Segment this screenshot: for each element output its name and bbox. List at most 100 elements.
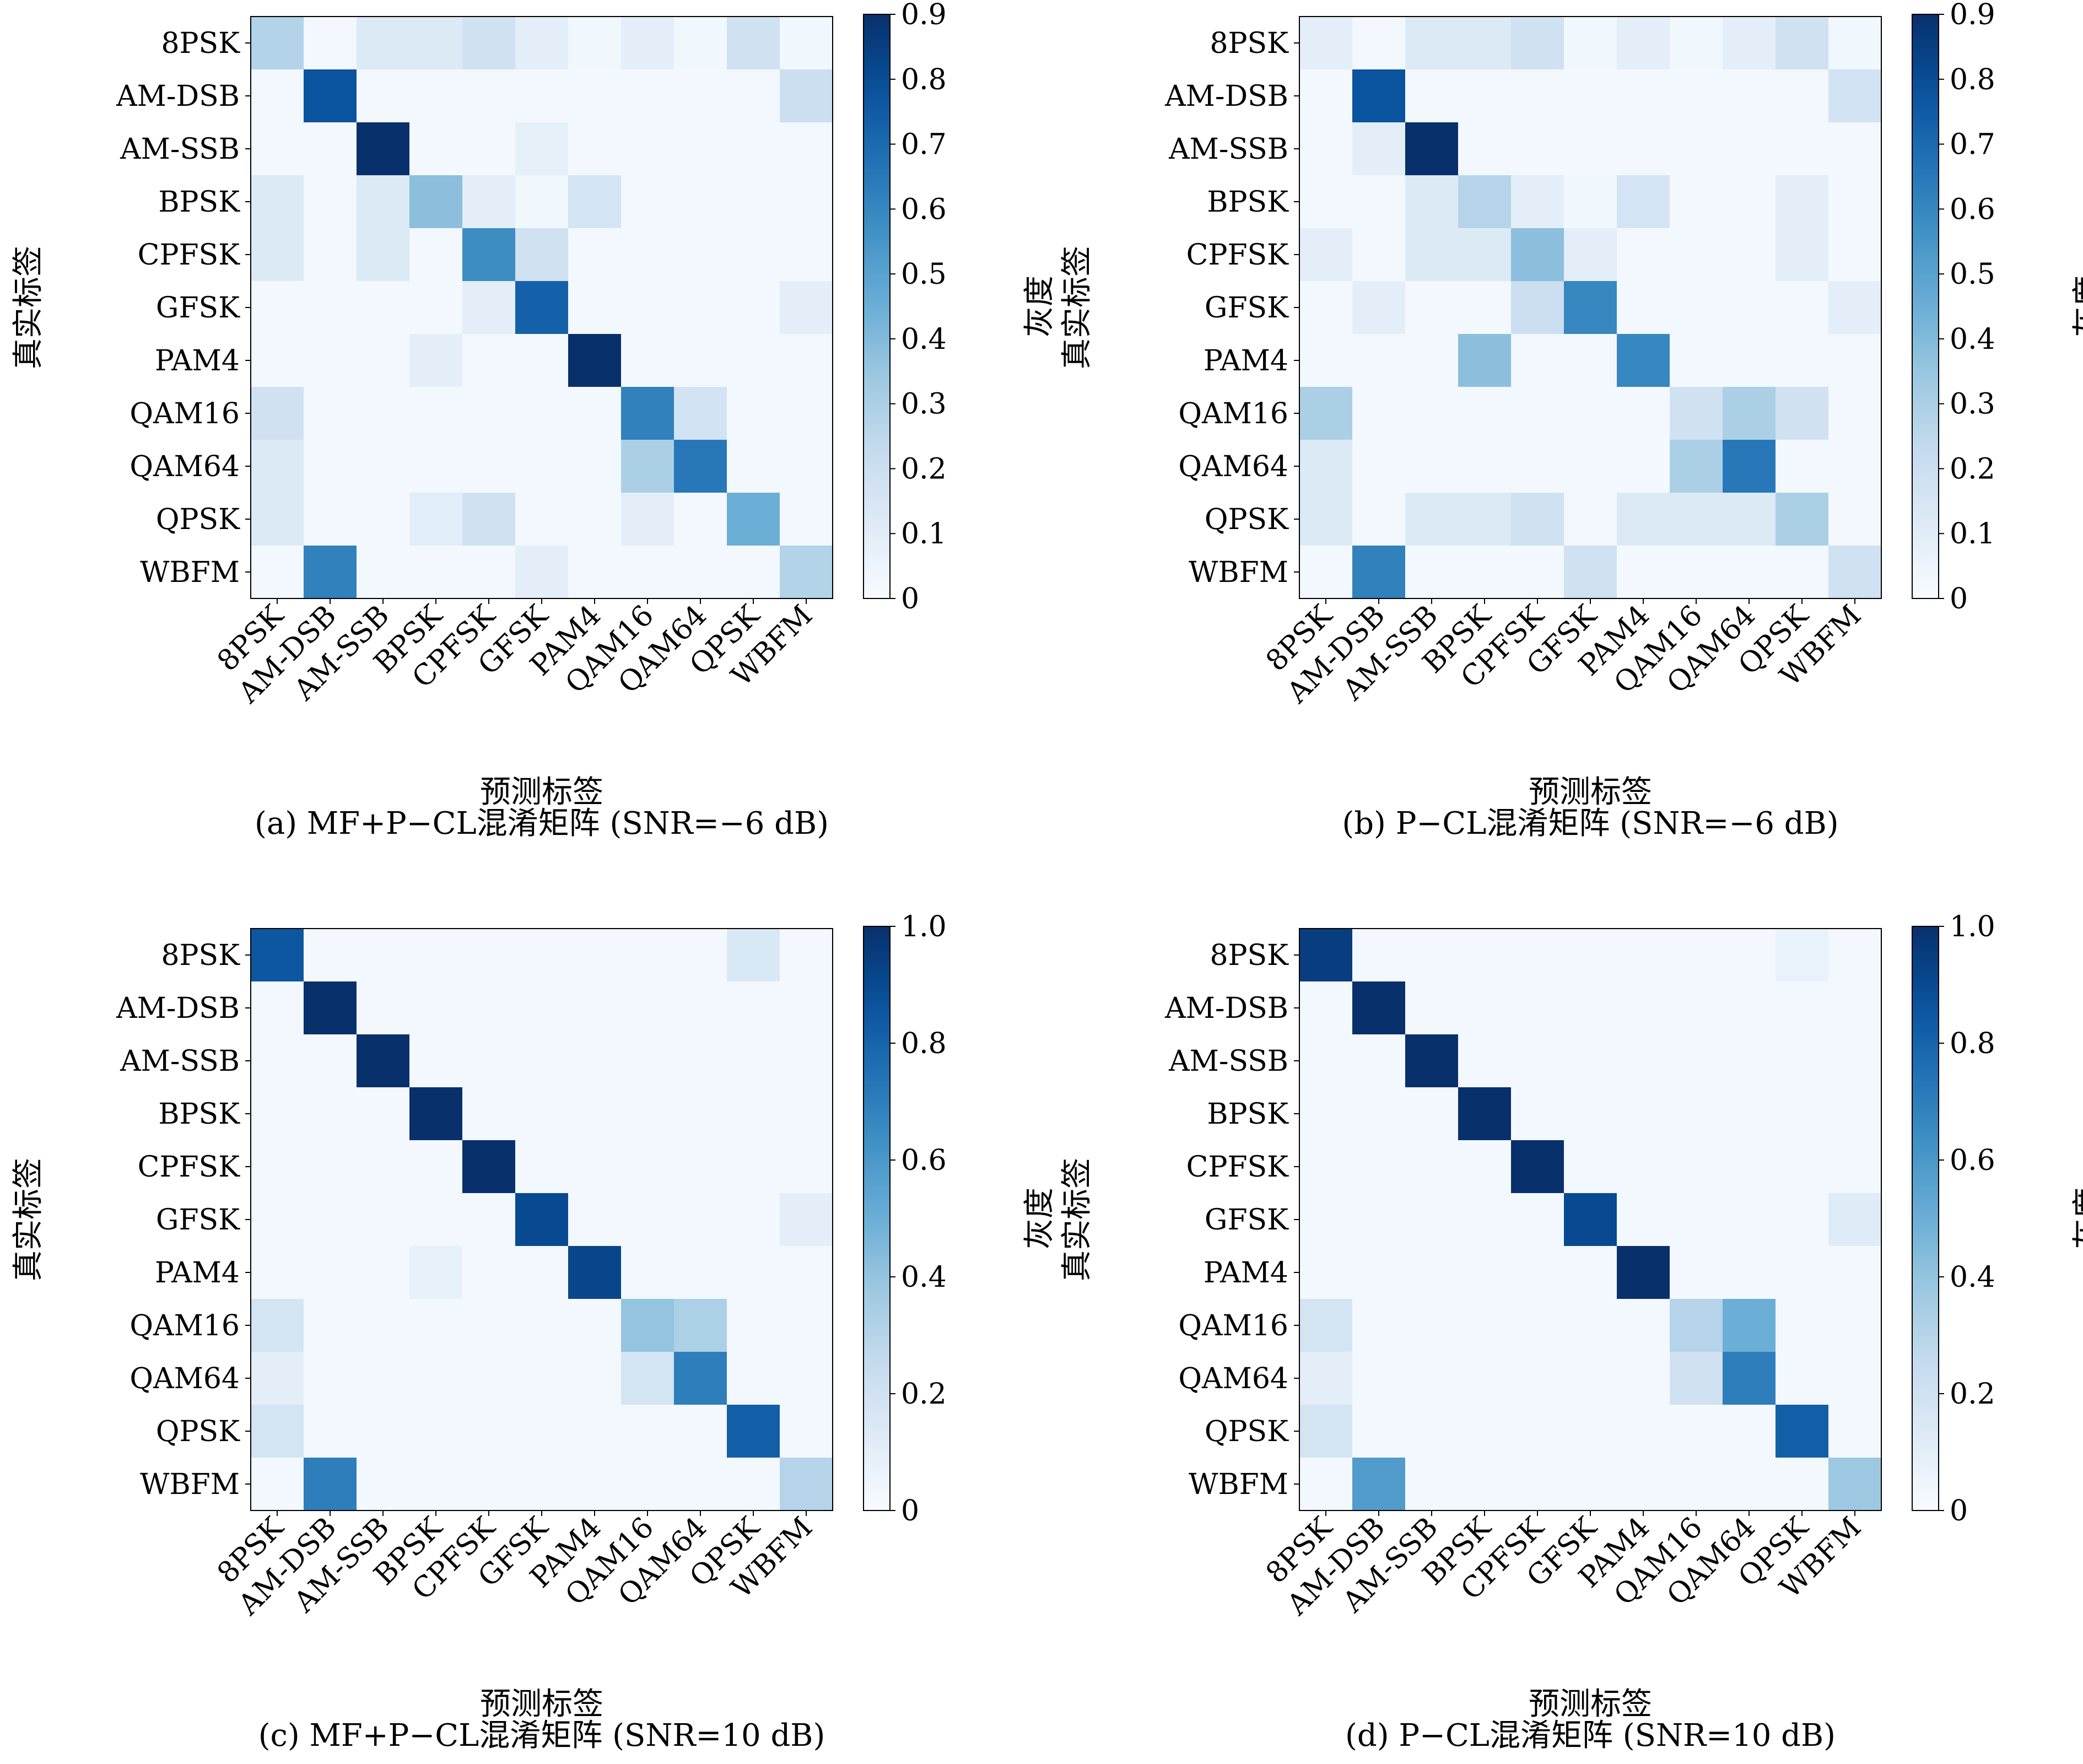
y-tick-label: QPSK xyxy=(1205,1415,1289,1448)
heatmap-cell xyxy=(674,122,727,176)
heatmap-cell xyxy=(621,929,674,982)
heatmap-cell xyxy=(674,1405,727,1458)
heatmap-cell xyxy=(621,1034,674,1088)
heatmap-cell xyxy=(304,1140,357,1194)
heatmap-cell xyxy=(515,281,569,335)
heatmap-cell xyxy=(780,17,833,70)
y-tick-label: BPSK xyxy=(1207,1098,1289,1131)
heatmap-cell xyxy=(1511,387,1564,440)
heatmap-cell xyxy=(1828,387,1882,440)
heatmap-cell xyxy=(1828,1352,1882,1405)
heatmap-cell xyxy=(1458,1458,1512,1511)
heatmap-cell xyxy=(251,1458,304,1511)
heatmap-cell xyxy=(727,546,780,599)
colorbar xyxy=(863,926,891,1511)
colorbar-tick-label: 0.5 xyxy=(1950,258,1995,291)
heatmap-cell xyxy=(304,1405,357,1458)
heatmap-cell xyxy=(1352,1087,1406,1141)
heatmap-cell xyxy=(304,981,357,1035)
heatmap-cell xyxy=(1352,1299,1406,1352)
y-tick-label: BPSK xyxy=(158,186,240,219)
heatmap-cell xyxy=(780,1193,833,1247)
heatmap-cell xyxy=(1670,228,1723,282)
heatmap-cell xyxy=(1511,1352,1564,1405)
heatmap-cell xyxy=(1564,281,1617,335)
heatmap-cell xyxy=(1405,929,1459,982)
heatmap-cell xyxy=(1723,493,1776,546)
y-tick-label: AM-SSB xyxy=(1168,133,1288,166)
heatmap-cell xyxy=(1511,1034,1564,1088)
heatmap-cell xyxy=(1299,334,1353,387)
heatmap-cell xyxy=(674,387,727,440)
heatmap-cell xyxy=(462,1140,516,1194)
heatmap-cell xyxy=(727,1458,780,1511)
heatmap-cell xyxy=(409,1299,463,1352)
heatmap-cell xyxy=(780,546,833,599)
heatmap-cell xyxy=(1511,17,1564,70)
heatmap-cell xyxy=(1670,175,1723,229)
heatmap-cell xyxy=(1670,1405,1723,1458)
heatmap-cell xyxy=(1670,281,1723,335)
heatmap-cell xyxy=(674,1246,727,1299)
colorbar-tick-label: 0 xyxy=(1950,1495,1968,1528)
heatmap-cell xyxy=(1352,546,1406,599)
heatmap-cell xyxy=(462,1352,516,1405)
heatmap-cell xyxy=(515,1299,569,1352)
heatmap-cell xyxy=(251,1405,304,1458)
heatmap-cell xyxy=(357,17,410,70)
heatmap-cell xyxy=(357,493,410,546)
heatmap-cell xyxy=(1458,69,1512,123)
heatmap-cell xyxy=(674,440,727,493)
heatmap-cell xyxy=(304,69,357,123)
heatmap-cell xyxy=(1405,493,1459,546)
y-tick-label: WBFM xyxy=(1189,556,1288,589)
heatmap-cell xyxy=(621,175,674,229)
y-tick-label: GFSK xyxy=(1205,1204,1289,1237)
heatmap-cell xyxy=(1828,17,1882,70)
heatmap-cell xyxy=(357,281,410,335)
heatmap-cell xyxy=(251,334,304,387)
heatmap-cell xyxy=(1352,122,1406,176)
heatmap-cell xyxy=(1723,1352,1776,1405)
heatmap-cell xyxy=(251,1140,304,1194)
heatmap-cell xyxy=(568,122,622,176)
heatmap-cell xyxy=(357,1352,410,1405)
y-tick-label: QAM16 xyxy=(129,397,240,430)
y-tick-label: QPSK xyxy=(1205,503,1289,536)
heatmap-cell xyxy=(568,1193,622,1247)
heatmap-cell xyxy=(568,17,622,70)
heatmap-cell xyxy=(1617,1405,1670,1458)
heatmap-cell xyxy=(1617,440,1670,493)
heatmap-cell xyxy=(568,1299,622,1352)
y-tick-label: AM-DSB xyxy=(116,992,240,1025)
heatmap-cell xyxy=(1670,929,1723,982)
heatmap-cell xyxy=(1828,1299,1882,1352)
colorbar-tick-label: 0.2 xyxy=(1950,1378,1995,1411)
heatmap-cell xyxy=(780,334,833,387)
heatmap-cell xyxy=(780,281,833,335)
heatmap-cell xyxy=(1564,1087,1617,1141)
heatmap-cell xyxy=(1564,440,1617,493)
heatmap-cell xyxy=(1564,1034,1617,1088)
heatmap-cell xyxy=(1670,1299,1723,1352)
heatmap-cell xyxy=(1776,440,1829,493)
heatmap-cell xyxy=(674,1352,727,1405)
heatmap-cell xyxy=(1617,175,1670,229)
heatmap-cell xyxy=(462,175,516,229)
heatmap-cell xyxy=(1458,387,1512,440)
heatmap-cell xyxy=(1776,228,1829,282)
heatmap-cell xyxy=(304,493,357,546)
heatmap-cell xyxy=(727,387,780,440)
heatmap-cell xyxy=(727,69,780,123)
colorbar-tick-label: 0.2 xyxy=(901,452,947,485)
heatmap-cell xyxy=(1458,175,1512,229)
heatmap-cell xyxy=(727,228,780,282)
heatmap-cell xyxy=(727,1352,780,1405)
heatmap-cell xyxy=(780,1034,833,1088)
heatmap-cell xyxy=(1299,69,1353,123)
heatmap-cell xyxy=(674,546,727,599)
heatmap-cell xyxy=(1670,69,1723,123)
heatmap-cell xyxy=(1511,1299,1564,1352)
heatmap-cell xyxy=(304,1458,357,1511)
heatmap-cell xyxy=(357,440,410,493)
